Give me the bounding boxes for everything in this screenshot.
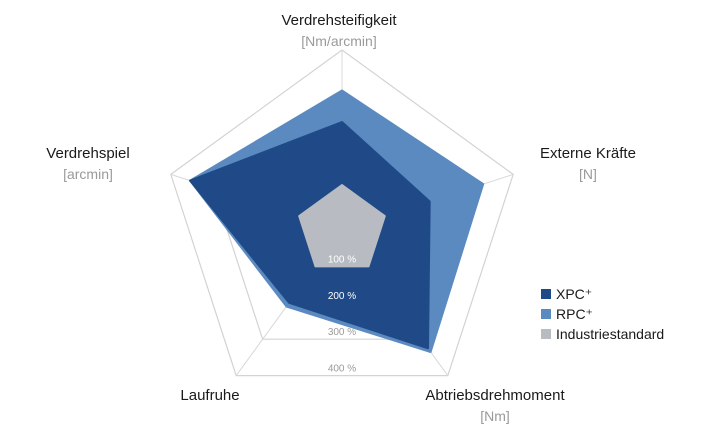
legend-swatch-xpc: [541, 289, 551, 299]
axis-unit-externe-kraefte: [N]: [579, 166, 597, 182]
axis-unit-verdrehspiel: [arcmin]: [63, 166, 113, 182]
axis-label-abtriebsdrehmoment: Abtriebsdrehmoment: [425, 387, 565, 404]
axis-label-verdrehsteifigkeit: Verdrehsteifigkeit: [281, 12, 397, 29]
axis-label-group-laufruhe: Laufruhe: [180, 387, 239, 404]
axis-unit-verdrehsteifigkeit: [Nm/arcmin]: [301, 33, 376, 49]
axis-label-verdrehspiel: Verdrehspiel: [46, 145, 129, 162]
legend-swatch-rpc: [541, 309, 551, 319]
axis-label-group-verdrehspiel: Verdrehspiel [arcmin]: [46, 145, 129, 182]
axis-label-externe-kraefte: Externe Kräfte: [540, 145, 636, 162]
axis-unit-abtriebsdrehmoment: [Nm]: [480, 408, 510, 424]
axis-label-group-externe-kraefte: Externe Kräfte [N]: [540, 145, 636, 182]
legend-item-industriestandard: Industriestandard: [541, 326, 664, 342]
grid-ring-4: [170, 49, 514, 377]
legend-label-rpc: RPC⁺: [556, 306, 593, 322]
legend: XPC⁺ RPC⁺ Industriestandard: [541, 286, 664, 342]
series-area-2: [298, 184, 386, 268]
axis-label-laufruhe: Laufruhe: [180, 387, 239, 404]
legend-swatch-industriestandard: [541, 329, 551, 339]
axis-label-group-verdrehsteifigkeit: Verdrehsteifigkeit [Nm/arcmin]: [281, 12, 397, 49]
ring-label-1: 100 %: [328, 254, 356, 265]
ring-labels: 100 % 200 % 300 % 400 %: [328, 254, 356, 374]
ring-label-4: 400 %: [328, 364, 356, 375]
legend-label-industriestandard: Industriestandard: [556, 326, 664, 342]
legend-item-rpc: RPC⁺: [541, 306, 593, 322]
radar-series: [189, 89, 485, 353]
ring-label-3: 300 %: [328, 327, 356, 338]
axis-label-group-abtriebsdrehmoment: Abtriebsdrehmoment [Nm]: [425, 387, 565, 424]
legend-item-xpc: XPC⁺: [541, 286, 592, 302]
ring-label-2: 200 %: [328, 291, 356, 302]
legend-label-xpc: XPC⁺: [556, 286, 592, 302]
